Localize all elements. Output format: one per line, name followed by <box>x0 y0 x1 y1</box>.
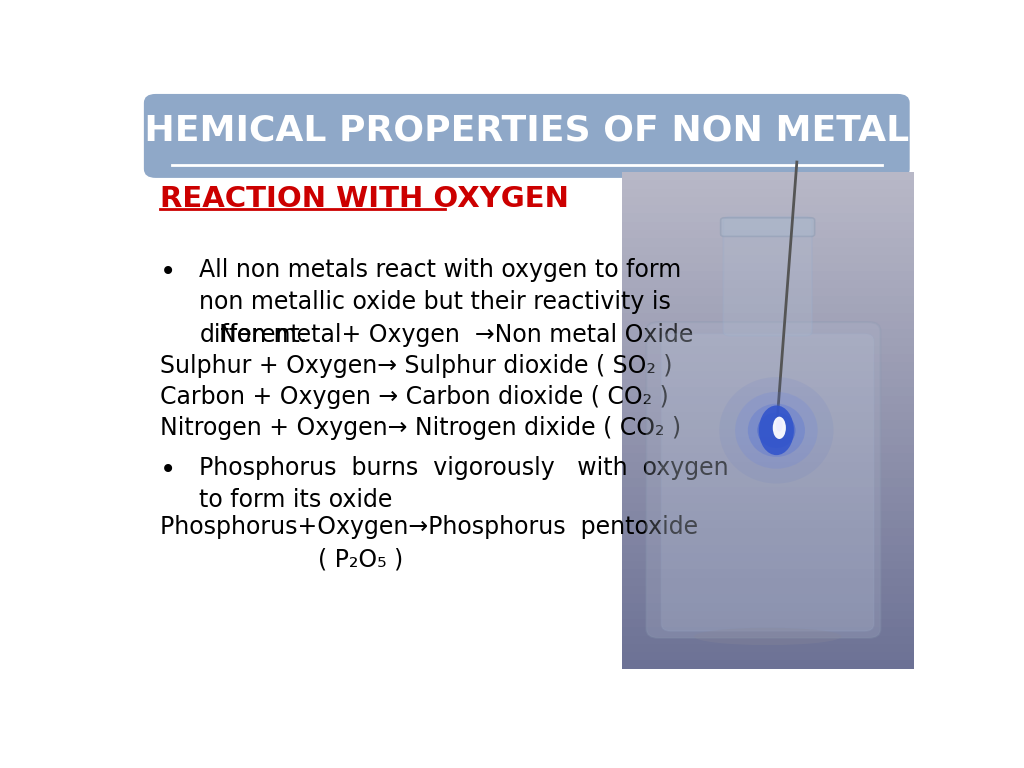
Bar <box>622 205 913 214</box>
Bar <box>622 304 913 313</box>
Bar <box>622 288 913 296</box>
Text: Phosphorus  burns  vigorously   with  oxygen
to form its oxide: Phosphorus burns vigorously with oxygen … <box>200 456 729 512</box>
Bar <box>622 553 913 561</box>
Ellipse shape <box>758 412 796 448</box>
Bar <box>622 594 913 603</box>
Ellipse shape <box>773 416 785 439</box>
Bar <box>622 636 913 644</box>
Ellipse shape <box>719 377 834 484</box>
Bar <box>622 346 913 354</box>
Bar <box>622 230 913 238</box>
FancyBboxPatch shape <box>721 218 815 237</box>
Bar <box>622 387 913 396</box>
Text: Phosphorus+Oxygen→Phosphorus  pentoxide: Phosphorus+Oxygen→Phosphorus pentoxide <box>160 515 698 539</box>
Bar <box>622 495 913 503</box>
Bar <box>622 453 913 462</box>
Bar <box>622 371 913 379</box>
Bar <box>622 189 913 197</box>
Bar <box>622 603 913 611</box>
Ellipse shape <box>748 404 805 457</box>
FancyBboxPatch shape <box>646 322 881 638</box>
Bar <box>622 321 913 329</box>
Bar <box>622 329 913 338</box>
Text: Sulphur + Oxygen→ Sulphur dioxide ( SO₂ ): Sulphur + Oxygen→ Sulphur dioxide ( SO₂ … <box>160 353 672 378</box>
Bar <box>622 503 913 511</box>
Bar <box>622 586 913 594</box>
Bar <box>622 255 913 263</box>
FancyBboxPatch shape <box>723 217 812 336</box>
Bar <box>622 561 913 569</box>
Text: Nitrogen + Oxygen→ Nitrogen dixide ( CO₂ ): Nitrogen + Oxygen→ Nitrogen dixide ( CO₂… <box>160 416 681 440</box>
Bar <box>622 280 913 288</box>
Bar <box>622 354 913 362</box>
Bar <box>622 271 913 280</box>
Bar <box>622 569 913 578</box>
Text: CHEMICAL PROPERTIES OF NON METALS: CHEMICAL PROPERTIES OF NON METALS <box>118 114 935 147</box>
Text: All non metals react with oxygen to form
non metallic oxide but their reactivity: All non metals react with oxygen to form… <box>200 258 682 347</box>
Text: •: • <box>160 258 176 286</box>
Bar <box>622 420 913 429</box>
Bar <box>622 487 913 495</box>
Bar <box>622 619 913 627</box>
Bar <box>622 644 913 652</box>
FancyBboxPatch shape <box>143 94 909 178</box>
Bar <box>622 338 913 346</box>
Bar <box>622 362 913 371</box>
Bar <box>622 296 913 304</box>
Bar <box>622 462 913 470</box>
Ellipse shape <box>735 392 818 468</box>
FancyBboxPatch shape <box>662 334 873 631</box>
Bar <box>622 238 913 247</box>
Text: REACTION WITH OXYGEN: REACTION WITH OXYGEN <box>160 184 568 213</box>
Ellipse shape <box>694 627 842 645</box>
Text: ( P₂O₅ ): ( P₂O₅ ) <box>318 548 403 571</box>
Bar <box>622 396 913 404</box>
Bar <box>622 545 913 553</box>
Bar <box>622 627 913 636</box>
Bar <box>622 520 913 528</box>
Bar <box>622 652 913 660</box>
Bar <box>622 611 913 619</box>
Bar <box>622 313 913 321</box>
Bar <box>622 660 913 669</box>
Bar <box>622 247 913 255</box>
Bar <box>622 437 913 445</box>
Bar <box>622 197 913 205</box>
Text: Carbon + Oxygen → Carbon dioxide ( CO₂ ): Carbon + Oxygen → Carbon dioxide ( CO₂ ) <box>160 385 669 409</box>
Bar <box>622 429 913 437</box>
Bar <box>622 445 913 453</box>
Bar <box>622 511 913 520</box>
Bar <box>622 404 913 412</box>
Text: Non metal+ Oxygen  →Non metal Oxide: Non metal+ Oxygen →Non metal Oxide <box>219 323 693 347</box>
Ellipse shape <box>759 406 794 455</box>
Bar <box>622 470 913 478</box>
Bar <box>622 528 913 536</box>
Ellipse shape <box>776 419 782 432</box>
Bar <box>622 379 913 387</box>
Bar <box>622 222 913 230</box>
Bar <box>622 536 913 545</box>
Text: •: • <box>160 456 176 484</box>
Bar <box>622 214 913 222</box>
Bar <box>622 578 913 586</box>
Bar <box>622 263 913 271</box>
Bar <box>622 478 913 487</box>
Bar <box>622 412 913 420</box>
Bar <box>622 172 913 180</box>
Bar <box>622 180 913 189</box>
